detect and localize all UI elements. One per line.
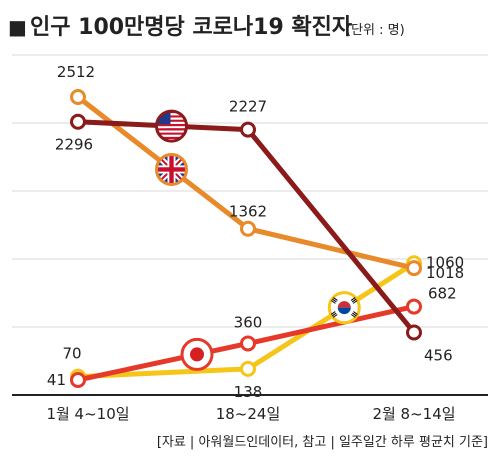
data-label-uk: 1362 — [229, 203, 267, 221]
chart-title: 인구 100만명당 코로나19 확진자 — [30, 15, 353, 40]
title-bullet: ■ — [8, 15, 27, 39]
data-point-uk — [240, 220, 256, 237]
data-point-uk — [406, 260, 422, 277]
chart-unit: (단위 : 명) — [346, 23, 405, 38]
data-point-usa — [240, 121, 256, 138]
data-label-japan: 360 — [234, 313, 263, 331]
data-label-usa: 456 — [424, 346, 453, 364]
data-label-korea: 1060 — [426, 253, 464, 271]
data-point-uk — [70, 89, 86, 105]
data-label-usa: 2227 — [229, 98, 267, 116]
label-layer: 2296 2227 456 2512 1362 1018 41 360 682 70 138 1060 — [47, 63, 464, 401]
x-tick-label: 1월 4~10일 — [46, 405, 129, 423]
data-label-korea: 138 — [234, 383, 263, 401]
series-layer — [70, 89, 422, 388]
data-label-uk: 2512 — [57, 63, 95, 81]
tick-layer: 1월 4~10일 18~24일 2월 8~14일 — [46, 405, 455, 423]
x-tick-label: 18~24일 — [216, 405, 281, 423]
source-note: [자료 | 아워월드인데이터, 참고 | 일주일간 하루 평균치 기준] — [157, 435, 488, 450]
data-label-korea: 70 — [62, 345, 81, 363]
data-point-japan — [406, 298, 422, 315]
data-point-korea — [240, 360, 256, 377]
japan-flag-icon — [180, 337, 214, 371]
data-label-japan: 41 — [47, 371, 66, 389]
data-point-japan — [240, 335, 256, 352]
uk-flag-icon — [155, 152, 188, 186]
data-point-usa — [406, 324, 422, 341]
x-tick-label: 2월 8~14일 — [372, 405, 455, 423]
data-label-japan: 682 — [428, 285, 457, 303]
usa-flag-icon — [155, 109, 188, 143]
korea-flag-icon — [327, 291, 361, 325]
data-label-usa: 2296 — [55, 136, 93, 154]
data-point-japan — [70, 372, 86, 388]
data-label-uk: 1018 — [426, 264, 464, 282]
data-point-usa — [70, 113, 86, 130]
flag-layer — [155, 109, 361, 371]
